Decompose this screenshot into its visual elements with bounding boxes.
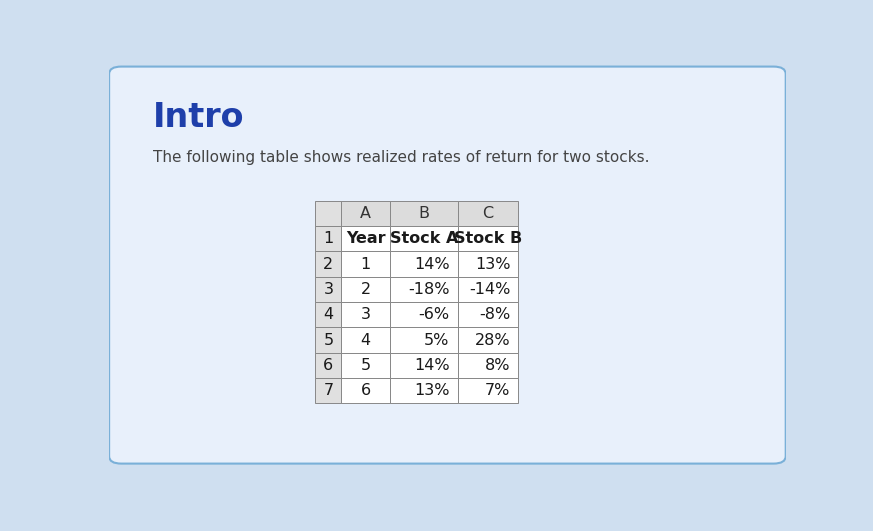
Text: Stock A: Stock A <box>389 231 458 246</box>
Bar <box>390 302 457 328</box>
Bar <box>457 251 519 277</box>
Bar <box>341 201 390 226</box>
Bar <box>457 328 519 353</box>
Bar <box>315 353 341 378</box>
Text: -14%: -14% <box>469 282 511 297</box>
Text: 6: 6 <box>361 383 371 398</box>
Text: 13%: 13% <box>414 383 450 398</box>
Bar <box>315 251 341 277</box>
Bar <box>341 378 390 404</box>
Bar <box>315 277 341 302</box>
Bar <box>457 226 519 251</box>
Text: 14%: 14% <box>414 256 450 271</box>
Text: 4: 4 <box>361 332 371 348</box>
Bar <box>390 226 457 251</box>
Bar <box>341 302 390 328</box>
Text: 1: 1 <box>323 231 333 246</box>
Text: 28%: 28% <box>475 332 511 348</box>
Text: 5: 5 <box>361 358 371 373</box>
Text: -8%: -8% <box>479 307 511 322</box>
Bar <box>341 226 390 251</box>
Bar <box>457 277 519 302</box>
Bar <box>390 353 457 378</box>
FancyBboxPatch shape <box>109 66 786 464</box>
Text: Stock B: Stock B <box>454 231 522 246</box>
Bar <box>457 302 519 328</box>
Text: 3: 3 <box>361 307 370 322</box>
Bar <box>315 226 341 251</box>
Text: 6: 6 <box>323 358 333 373</box>
Text: 13%: 13% <box>475 256 511 271</box>
Text: Intro: Intro <box>153 100 244 133</box>
Bar <box>390 378 457 404</box>
Bar <box>315 378 341 404</box>
Text: 2: 2 <box>323 256 333 271</box>
Bar <box>341 353 390 378</box>
Text: 14%: 14% <box>414 358 450 373</box>
Text: 7%: 7% <box>485 383 511 398</box>
Bar <box>457 201 519 226</box>
Text: -18%: -18% <box>408 282 450 297</box>
Text: The following table shows realized rates of return for two stocks.: The following table shows realized rates… <box>153 150 650 165</box>
Text: 4: 4 <box>323 307 333 322</box>
Text: 8%: 8% <box>485 358 511 373</box>
Bar <box>390 251 457 277</box>
Bar <box>390 328 457 353</box>
Text: B: B <box>418 206 430 221</box>
Text: 5%: 5% <box>424 332 450 348</box>
Bar <box>457 353 519 378</box>
Bar <box>315 328 341 353</box>
Bar <box>315 201 341 226</box>
Text: 2: 2 <box>361 282 371 297</box>
Bar <box>390 201 457 226</box>
Bar <box>390 277 457 302</box>
Bar <box>341 251 390 277</box>
Text: A: A <box>360 206 371 221</box>
Text: C: C <box>483 206 493 221</box>
Bar <box>341 277 390 302</box>
Text: 3: 3 <box>323 282 333 297</box>
Bar <box>341 328 390 353</box>
Bar <box>315 302 341 328</box>
Text: 7: 7 <box>323 383 333 398</box>
Text: 1: 1 <box>361 256 371 271</box>
Bar <box>457 378 519 404</box>
Text: -6%: -6% <box>418 307 450 322</box>
Text: 5: 5 <box>323 332 333 348</box>
Text: Year: Year <box>346 231 385 246</box>
